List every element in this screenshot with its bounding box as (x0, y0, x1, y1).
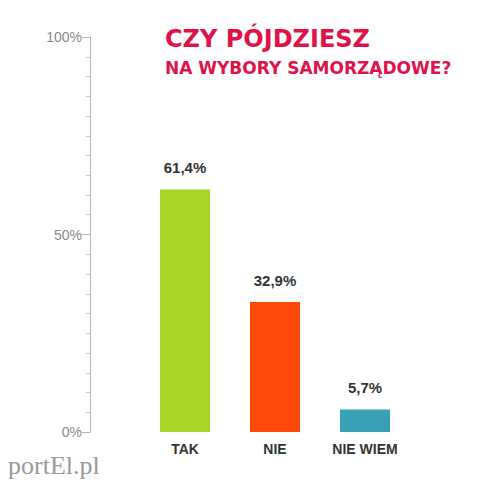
svg-text:0%: 0% (62, 424, 82, 440)
svg-text:NIE WIEM: NIE WIEM (332, 441, 397, 457)
svg-text:61,4%: 61,4% (164, 159, 207, 176)
svg-text:CZY PÓJDZIESZ: CZY PÓJDZIESZ (165, 23, 370, 53)
svg-text:5,7%: 5,7% (348, 379, 382, 396)
svg-text:NA WYBORY SAMORZĄDOWE?: NA WYBORY SAMORZĄDOWE? (165, 58, 451, 78)
svg-text:100%: 100% (46, 29, 82, 45)
svg-text:portEl.pl: portEl.pl (8, 451, 100, 480)
svg-text:32,9%: 32,9% (254, 272, 297, 289)
svg-text:50%: 50% (54, 227, 82, 243)
svg-text:TAK: TAK (171, 441, 199, 457)
svg-text:NIE: NIE (263, 441, 286, 457)
